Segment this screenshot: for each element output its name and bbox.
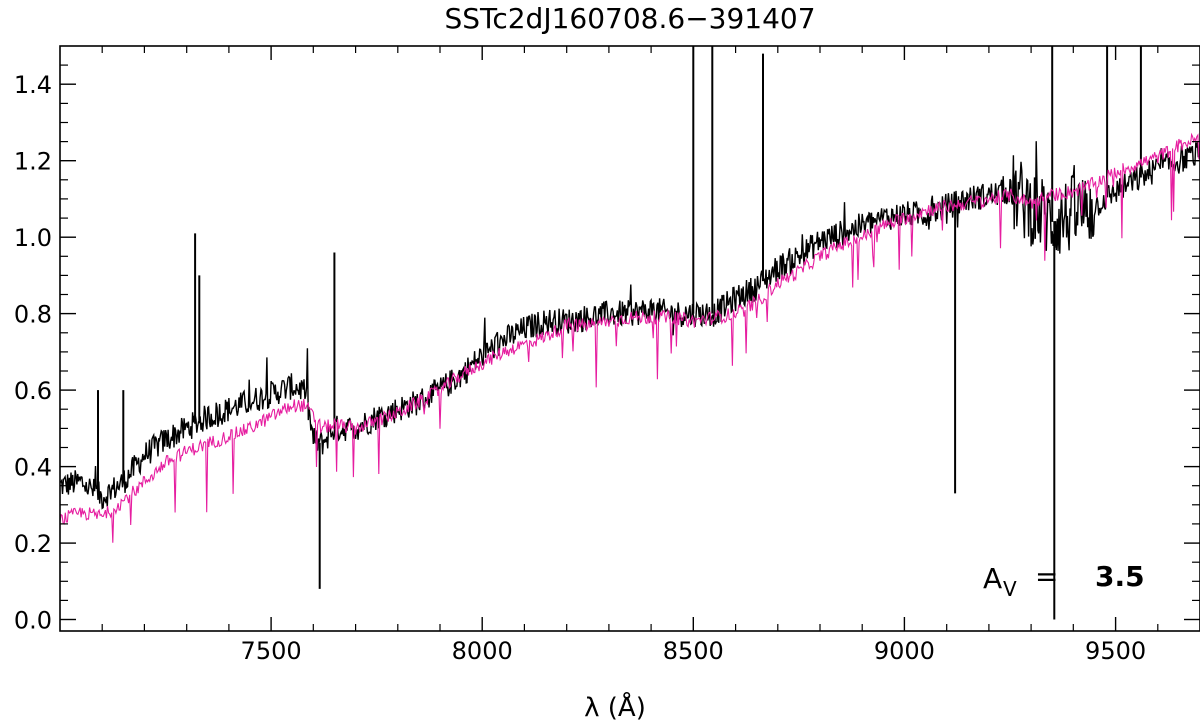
chart-title: SSTc2dJ160708.6−391407 xyxy=(444,2,815,35)
av-symbol: A xyxy=(983,562,1002,595)
series-layer xyxy=(59,46,1200,620)
y-tick-label-7: 1.4 xyxy=(14,71,52,99)
av-value: 3.5 xyxy=(1095,560,1145,593)
y-tick-label-5: 1.0 xyxy=(14,224,52,252)
y-tick-label-6: 1.2 xyxy=(14,148,52,176)
y-tick-label-4: 0.8 xyxy=(14,301,52,329)
axes-layer: 7500 8000 8500 9000 9500 0.0 0.2 0.4 0.6 0.8 1.0 1.… xyxy=(14,46,1200,665)
series-line-0 xyxy=(59,141,1200,510)
y-tick-label-0: 0.0 xyxy=(14,607,52,635)
series-1 xyxy=(59,132,1200,543)
x-tick-label-4: 9500 xyxy=(1085,637,1146,665)
x-tick-label-0: 7500 xyxy=(241,637,302,665)
x-tick-label-2: 8500 xyxy=(663,637,724,665)
y-tick-label-2: 0.4 xyxy=(14,454,52,482)
av-subscript: V xyxy=(1003,577,1017,601)
y-tick-label-3: 0.6 xyxy=(14,377,52,405)
plot-frame xyxy=(59,45,1200,632)
y-tick-label-1: 0.2 xyxy=(14,530,52,558)
series-line-1 xyxy=(59,132,1200,543)
av-annotation: A V = 3.5 xyxy=(983,560,1145,601)
series-0 xyxy=(59,46,1200,620)
av-equals: = xyxy=(1035,560,1058,593)
x-tick-label-1: 8000 xyxy=(452,637,513,665)
x-tick-label-3: 9000 xyxy=(874,637,935,665)
x-axis-label: λ (Å) xyxy=(584,691,646,723)
